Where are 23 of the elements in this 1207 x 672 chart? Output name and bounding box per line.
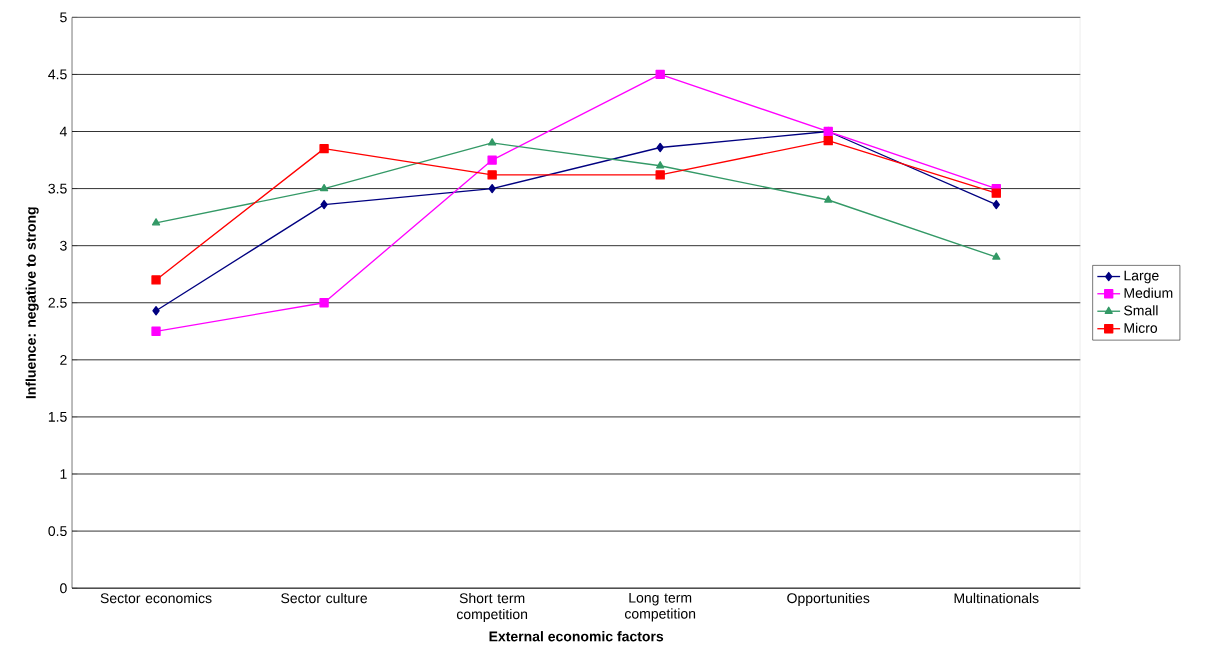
y-tick-label: 1 <box>60 469 67 479</box>
legend-label: Micro <box>1124 322 1158 333</box>
y-tick-label: 0 <box>60 583 67 594</box>
x-tick-label: Sector economics <box>100 592 212 604</box>
y-tick-label: 1.5 <box>48 411 67 422</box>
x-tick-label: Opportunities <box>787 592 870 606</box>
y-tick-label: 4 <box>59 126 67 137</box>
x-tick-label: Sector culture <box>281 592 368 604</box>
y-tick-label: 4.5 <box>48 69 67 80</box>
x-tick-label: Long term competition <box>624 592 696 622</box>
legend-label: Small <box>1124 305 1158 316</box>
x-tick-label: Short term competition <box>456 592 528 622</box>
y-tick-label: 3.5 <box>48 183 67 194</box>
x-axis-title: External economic factors <box>489 631 664 642</box>
legend-label: Medium <box>1124 287 1173 298</box>
y-axis-title: Influence: negative to strong <box>25 207 39 399</box>
y-tick-label: 3 <box>60 240 67 251</box>
y-tick-label: 2.5 <box>48 297 67 308</box>
legend-label: Large <box>1124 270 1159 284</box>
y-tick-label: 2 <box>60 354 67 365</box>
x-tick-label: Multinationals <box>954 592 1039 604</box>
y-tick-label: 0.5 <box>48 526 67 536</box>
y-tick-label: 5 <box>60 12 67 23</box>
